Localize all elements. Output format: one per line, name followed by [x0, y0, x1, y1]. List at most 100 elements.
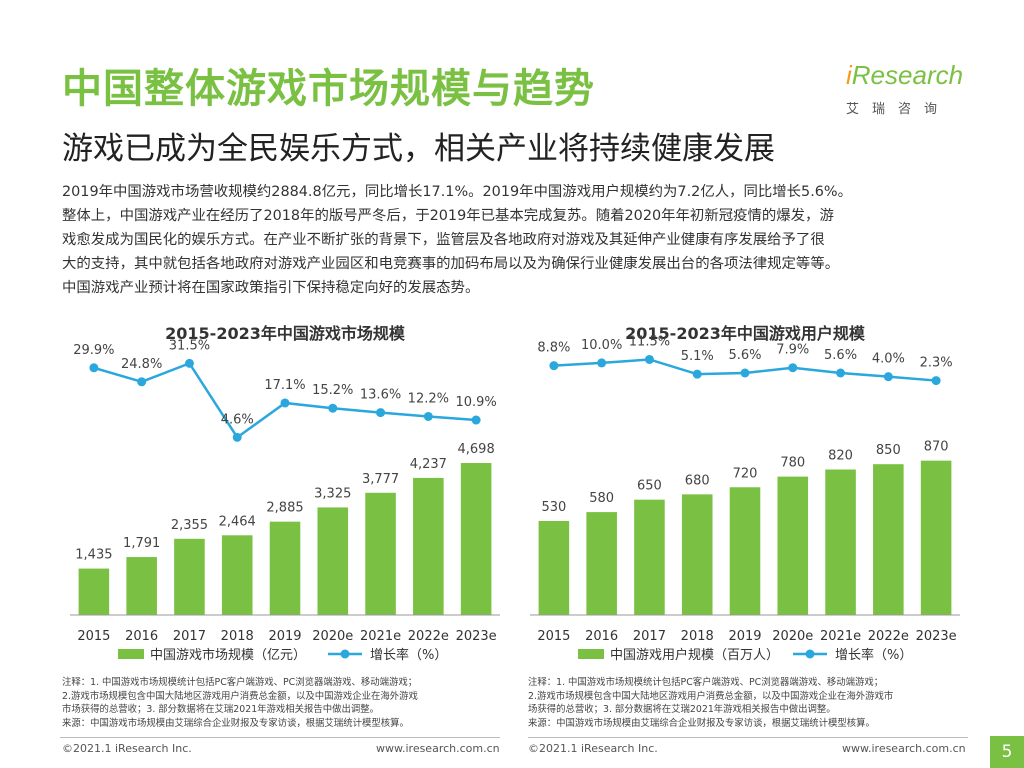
bar-value-label: 1,791 [123, 536, 160, 551]
bar [126, 557, 157, 615]
bar-value-label: 850 [876, 443, 901, 458]
bar-value-label: 870 [924, 440, 949, 455]
note-line: 2.游戏市场规模包含中国大陆地区游戏用户消费总金额，以及中国游戏企业在海外游戏 [62, 690, 418, 702]
growth-rate-point [89, 363, 99, 373]
growth-rate-label: 2.3% [920, 356, 953, 371]
bar [873, 464, 904, 615]
bar [413, 477, 444, 615]
bar-value-label: 2,355 [171, 518, 208, 533]
growth-rate-label: 7.9% [776, 343, 809, 358]
logo-letter-i: i [846, 60, 852, 90]
bar [634, 499, 665, 615]
footer-divider-left [60, 737, 500, 738]
note-line: 来源：中国游戏市场规模由艾瑞综合企业财报及专家访谈，根据艾瑞统计模型核算。 [528, 717, 875, 729]
market-chart-notes: 注释：1. 中国游戏市场规模统计包括PC客户端游戏、PC浏览器端游戏、移动端游戏… [62, 676, 418, 730]
growth-rate-point [280, 398, 290, 408]
growth-rate-point [788, 363, 798, 373]
bar [920, 460, 952, 615]
chart-title: 2015-2023年中国游戏市场规模 [165, 324, 406, 343]
bar [317, 507, 349, 615]
growth-rate-label: 8.8% [537, 341, 570, 356]
user-chart-notes: 注释：1. 中国游戏市场规模统计包括PC客户端游戏、PC浏览器端游戏、移动端游戏… [528, 676, 893, 730]
bar [777, 476, 809, 615]
legend-bar-label: 中国游戏用户规模（百万人） [610, 647, 779, 663]
bar [586, 512, 617, 615]
note-line: 注释：1. 中国游戏市场规模统计包括PC客户端游戏、PC浏览器端游戏、移动端游戏… [528, 677, 884, 688]
bar-value-label: 780 [780, 456, 805, 471]
bar-value-label: 820 [828, 449, 853, 464]
growth-rate-label: 5.1% [681, 349, 714, 364]
note-line: 注释：1. 中国游戏市场规模统计包括PC客户端游戏、PC浏览器端游戏、移动端游戏… [62, 677, 418, 688]
footer-website-left: www.iresearch.com.cn [376, 742, 500, 755]
growth-rate-point [597, 358, 607, 368]
note-line: 来源：中国游戏市场规模由艾瑞综合企业财报及专家访谈，根据艾瑞统计模型核算。 [62, 717, 409, 729]
logo-letters-rest: Research [851, 60, 964, 90]
bar [174, 538, 205, 615]
bar-value-label: 530 [541, 500, 566, 515]
bar [681, 494, 713, 615]
intro-paragraph: 2019年中国游戏市场营收规模约2884.8亿元，同比增长17.1%。2019年… [62, 180, 982, 300]
growth-rate-point [376, 408, 386, 418]
bar [729, 487, 761, 615]
legend-bar-swatch [118, 649, 144, 659]
bar [825, 469, 856, 615]
footer-copyright-left: ©2021.1 iResearch Inc. [62, 742, 192, 755]
intro-line: 2019年中国游戏市场营收规模约2884.8亿元，同比增长17.1%。2019年… [62, 184, 852, 200]
x-tick-label: 2022e [868, 629, 909, 644]
bar-value-label: 650 [637, 479, 662, 494]
legend-line-label: 增长率（%） [370, 647, 447, 663]
x-tick-label: 2019 [728, 629, 761, 644]
x-tick-label: 2016 [585, 629, 618, 644]
x-tick-label: 2018 [221, 629, 254, 644]
note-line: 市场获得的总营收；3. 部分数据将在艾瑞2021年游戏相关报告中做出调整。 [62, 704, 380, 715]
x-tick-label: 2020e [772, 629, 813, 644]
growth-rate-label: 11.5% [629, 334, 670, 349]
bar [221, 535, 253, 615]
x-tick-label: 2015 [537, 629, 570, 644]
growth-rate-label: 10.9% [455, 395, 496, 410]
page-number: 5 [990, 736, 1024, 768]
growth-rate-point [471, 415, 481, 425]
bar-value-label: 2,885 [266, 501, 303, 516]
growth-rate-point [184, 358, 194, 368]
x-tick-label: 2023e [456, 629, 497, 644]
x-tick-label: 2019 [268, 629, 301, 644]
legend-bar-swatch [578, 649, 604, 659]
x-tick-label: 2016 [125, 629, 158, 644]
logo-wordmark: iResearch [846, 60, 963, 91]
x-tick-label: 2018 [681, 629, 714, 644]
growth-rate-point [692, 369, 702, 379]
bar-value-label: 4,698 [458, 442, 495, 457]
x-tick-label: 2021e [820, 629, 861, 644]
growth-rate-label: 4.0% [872, 352, 905, 367]
bar-value-label: 4,237 [410, 457, 447, 472]
page-title: 中国整体游戏市场规模与趋势 [62, 66, 595, 112]
legend-line-marker [340, 649, 350, 659]
bar [538, 520, 570, 615]
bar-value-label: 3,777 [362, 472, 399, 487]
bar [365, 492, 396, 615]
legend-line-label: 增长率（%） [835, 647, 912, 663]
bar-value-label: 580 [589, 491, 614, 506]
iresearch-logo: iResearch 艾瑞咨询 [846, 60, 976, 120]
intro-line: 戏愈发成为国民化的娱乐方式。在产业不断扩张的背景下，监管层及各地政府对游戏及其延… [62, 232, 825, 248]
growth-rate-point [883, 372, 893, 382]
growth-rate-label: 15.2% [312, 383, 353, 398]
growth-rate-label: 10.0% [581, 338, 622, 353]
bar-value-label: 1,435 [75, 548, 112, 563]
growth-rate-point [232, 432, 242, 442]
bar-value-label: 2,464 [219, 514, 256, 529]
note-line: 场获得的总营收；3. 部分数据将在艾瑞2021年游戏相关报告中做出调整。 [528, 704, 836, 715]
bar-value-label: 680 [685, 473, 710, 488]
bar-value-label: 720 [733, 466, 758, 481]
growth-rate-point [931, 376, 941, 386]
bar-value-label: 3,325 [314, 486, 351, 501]
growth-rate-point [740, 368, 750, 378]
x-tick-label: 2021e [360, 629, 401, 644]
growth-rate-point [423, 411, 433, 421]
x-tick-label: 2022e [408, 629, 449, 644]
intro-line: 整体上，中国游戏产业在经历了2018年的版号严冬后，于2019年已基本完成复苏。… [62, 208, 834, 224]
user-size-chart: 2015-2023年中国游戏用户规模 530 2015 580 2016 650 2017 6… [530, 324, 960, 663]
growth-rate-label: 13.6% [360, 388, 401, 403]
logo-chinese: 艾瑞咨询 [846, 102, 951, 117]
